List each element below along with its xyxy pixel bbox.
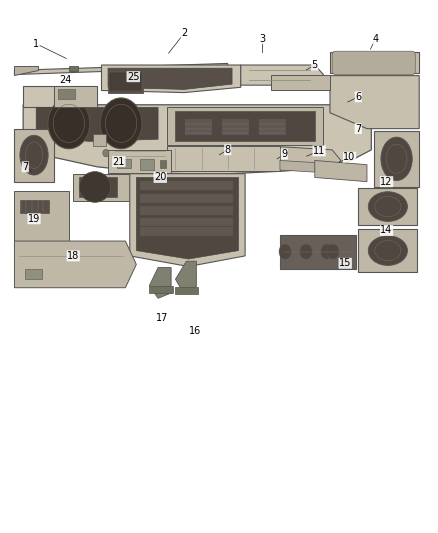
Text: 17: 17 bbox=[156, 313, 169, 324]
FancyBboxPatch shape bbox=[20, 200, 49, 214]
Ellipse shape bbox=[381, 137, 412, 181]
FancyBboxPatch shape bbox=[93, 134, 106, 146]
Circle shape bbox=[48, 98, 90, 149]
Text: 3: 3 bbox=[259, 34, 265, 44]
Text: 4: 4 bbox=[373, 34, 379, 44]
Polygon shape bbox=[176, 261, 196, 294]
Polygon shape bbox=[280, 235, 356, 269]
FancyBboxPatch shape bbox=[221, 118, 250, 135]
Circle shape bbox=[279, 244, 291, 259]
FancyBboxPatch shape bbox=[149, 286, 173, 293]
Polygon shape bbox=[14, 241, 136, 288]
Polygon shape bbox=[330, 52, 419, 73]
Circle shape bbox=[300, 244, 312, 259]
Text: 19: 19 bbox=[28, 214, 40, 224]
Ellipse shape bbox=[79, 172, 111, 203]
FancyBboxPatch shape bbox=[69, 66, 78, 71]
Polygon shape bbox=[14, 191, 69, 241]
Circle shape bbox=[321, 244, 333, 259]
Polygon shape bbox=[241, 65, 323, 85]
Text: 6: 6 bbox=[355, 92, 361, 102]
FancyBboxPatch shape bbox=[108, 71, 143, 93]
FancyBboxPatch shape bbox=[110, 74, 141, 91]
Polygon shape bbox=[358, 188, 417, 225]
Polygon shape bbox=[167, 146, 280, 171]
Ellipse shape bbox=[20, 135, 48, 175]
FancyBboxPatch shape bbox=[58, 90, 75, 99]
Polygon shape bbox=[79, 177, 117, 197]
Polygon shape bbox=[176, 111, 315, 141]
Text: 25: 25 bbox=[127, 71, 140, 82]
Circle shape bbox=[103, 149, 109, 157]
Text: 24: 24 bbox=[60, 75, 72, 85]
FancyBboxPatch shape bbox=[332, 51, 415, 75]
FancyBboxPatch shape bbox=[140, 217, 233, 226]
Text: 15: 15 bbox=[339, 259, 351, 268]
FancyBboxPatch shape bbox=[140, 159, 154, 170]
Text: 8: 8 bbox=[225, 145, 231, 155]
Text: 7: 7 bbox=[355, 124, 361, 134]
FancyBboxPatch shape bbox=[140, 195, 233, 203]
FancyBboxPatch shape bbox=[25, 269, 42, 279]
Text: 11: 11 bbox=[313, 146, 325, 156]
Polygon shape bbox=[14, 66, 39, 75]
Polygon shape bbox=[14, 63, 228, 75]
FancyBboxPatch shape bbox=[140, 206, 233, 215]
Text: 1: 1 bbox=[33, 39, 39, 49]
Text: 2: 2 bbox=[181, 28, 187, 38]
FancyBboxPatch shape bbox=[176, 287, 198, 294]
Polygon shape bbox=[358, 229, 417, 272]
Polygon shape bbox=[102, 65, 241, 93]
Polygon shape bbox=[23, 86, 97, 108]
Text: 5: 5 bbox=[311, 60, 318, 70]
Polygon shape bbox=[108, 68, 232, 90]
Polygon shape bbox=[53, 86, 97, 108]
Polygon shape bbox=[130, 174, 245, 266]
FancyBboxPatch shape bbox=[160, 160, 166, 168]
Polygon shape bbox=[73, 174, 171, 201]
Polygon shape bbox=[280, 160, 315, 172]
Polygon shape bbox=[330, 76, 419, 128]
Polygon shape bbox=[23, 105, 371, 174]
Polygon shape bbox=[14, 128, 53, 182]
Polygon shape bbox=[167, 108, 323, 144]
FancyBboxPatch shape bbox=[140, 181, 233, 190]
FancyBboxPatch shape bbox=[140, 227, 233, 236]
Polygon shape bbox=[108, 150, 171, 173]
Polygon shape bbox=[136, 177, 239, 259]
Text: 14: 14 bbox=[381, 225, 393, 236]
Text: 16: 16 bbox=[189, 326, 201, 336]
Circle shape bbox=[327, 244, 339, 259]
Text: 21: 21 bbox=[113, 157, 125, 166]
FancyBboxPatch shape bbox=[258, 118, 286, 135]
Polygon shape bbox=[271, 75, 330, 91]
Circle shape bbox=[100, 98, 142, 149]
Polygon shape bbox=[315, 160, 367, 182]
Text: 18: 18 bbox=[67, 251, 79, 261]
Ellipse shape bbox=[368, 192, 407, 221]
Polygon shape bbox=[36, 108, 158, 141]
Text: 10: 10 bbox=[343, 152, 356, 162]
Text: 9: 9 bbox=[281, 149, 287, 159]
Polygon shape bbox=[149, 268, 171, 298]
Text: 7: 7 bbox=[22, 162, 28, 172]
Text: 12: 12 bbox=[380, 176, 393, 187]
Ellipse shape bbox=[368, 236, 407, 265]
Text: 20: 20 bbox=[154, 172, 166, 182]
Polygon shape bbox=[374, 131, 419, 187]
FancyBboxPatch shape bbox=[184, 118, 212, 135]
FancyBboxPatch shape bbox=[117, 159, 131, 168]
Polygon shape bbox=[280, 147, 341, 170]
